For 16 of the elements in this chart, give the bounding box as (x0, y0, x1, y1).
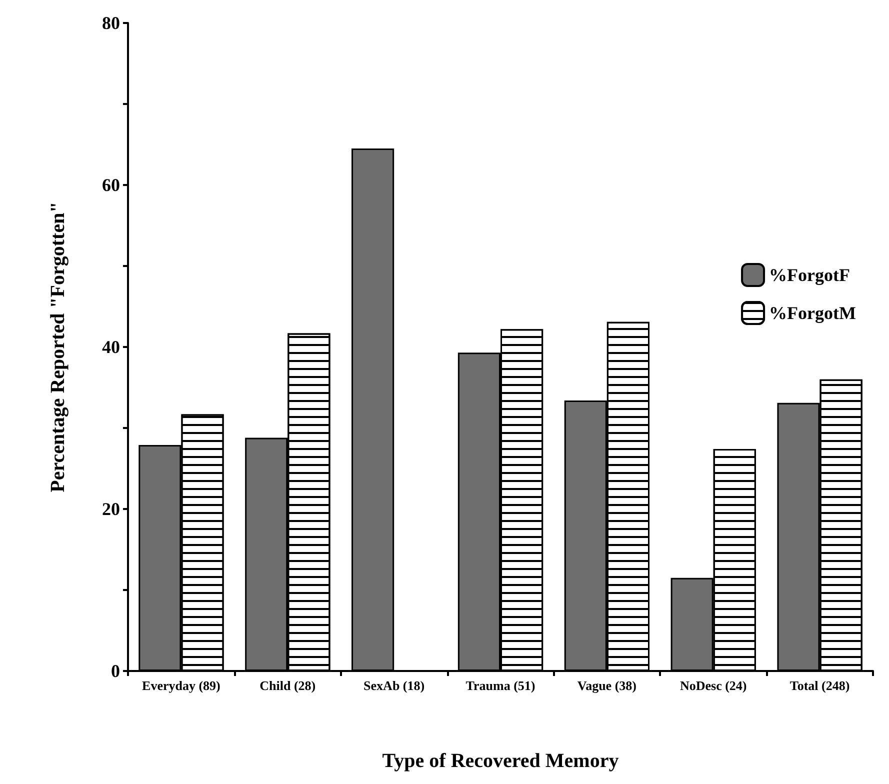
x-tick-label: NoDesc (24) (680, 678, 747, 693)
x-tick-label: Child (28) (260, 678, 316, 693)
y-tick-label: 80 (102, 13, 120, 33)
x-tick-label: Trauma (51) (466, 678, 536, 693)
x-axis-title: Type of Recovered Memory (382, 750, 619, 772)
y-tick-label: 40 (102, 337, 120, 357)
x-tick-label: Total (248) (790, 678, 850, 693)
x-tick-label: Vague (38) (577, 678, 636, 693)
y-tick-label: 0 (111, 661, 120, 681)
y-tick-label: 60 (102, 175, 120, 195)
y-tick-label: 20 (102, 499, 120, 519)
legend-label: %ForgotF (769, 265, 850, 285)
x-tick-label: SexAb (18) (364, 678, 425, 693)
legend-label: %ForgotM (769, 303, 856, 323)
y-axis-title: Percentage Reported "Forgotten" (47, 202, 69, 492)
x-tick-label: Everyday (89) (142, 678, 220, 693)
